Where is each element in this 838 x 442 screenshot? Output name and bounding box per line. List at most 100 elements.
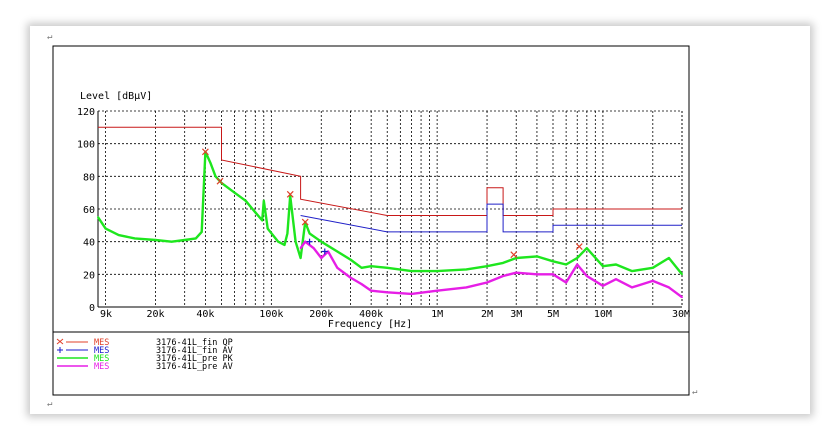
paragraph-mark: ↵ (47, 32, 53, 42)
data-point (651, 266, 654, 269)
data-point (299, 257, 302, 259)
data-point (386, 266, 389, 269)
x-tick-label: 40k (196, 309, 214, 320)
emi-chart: 0 20 40 60 80 100 120 9k 20k 40k 100k 200k 400k 1M 2M 3… (52, 45, 690, 396)
data-point (283, 244, 286, 246)
data-point (465, 286, 468, 289)
data-point (254, 211, 257, 214)
y-tick-label: 0 (89, 303, 95, 314)
document-page: 0 20 40 60 80 100 120 9k 20k 40k 100k 200k 400k 1M 2M 3… (30, 26, 810, 414)
data-point (410, 270, 413, 272)
data-point (681, 273, 683, 276)
y-tick-label: 40 (83, 238, 95, 249)
data-point (668, 286, 670, 289)
x-axis-label: Frequency [Hz] (328, 319, 412, 330)
marker-stroke (216, 177, 224, 185)
marker-stroke (201, 148, 209, 156)
data-point (565, 263, 567, 266)
y-tick-label: 20 (83, 270, 95, 281)
y-tick-label: 100 (77, 140, 95, 151)
marker-stroke (286, 190, 294, 198)
data-point (209, 162, 212, 165)
y-axis-label: Level [dBμV] (80, 91, 152, 102)
data-point (576, 263, 579, 266)
legend-label-prefix: MES (94, 354, 109, 364)
data-point (615, 263, 617, 266)
data-point (97, 216, 99, 219)
data-point (349, 258, 352, 261)
data-point (668, 257, 670, 259)
legend-marker (56, 338, 64, 345)
data-point (565, 281, 567, 284)
data-point (360, 266, 363, 269)
legend-label-prefix: MES (94, 346, 109, 356)
data-point (312, 247, 315, 250)
qp-marker (201, 148, 209, 156)
qp-marker (510, 251, 518, 259)
qp-marker (575, 243, 583, 250)
outer-frame (52, 45, 690, 396)
data-point (552, 273, 554, 276)
data-point (117, 234, 120, 237)
x-tick-label: 1M (431, 309, 443, 320)
data-point (308, 232, 311, 235)
y-tick-label: 80 (83, 172, 95, 183)
data-point (349, 276, 352, 279)
data-point (294, 240, 297, 243)
data-point (602, 265, 604, 268)
legend-label-prefix: MES (94, 362, 109, 372)
data-point (133, 237, 136, 240)
data-point (194, 237, 197, 240)
data-point (681, 296, 683, 299)
data-point (262, 199, 265, 202)
x-tick-label: 2M (481, 309, 493, 320)
data-point (536, 273, 538, 276)
data-point (320, 240, 323, 243)
x-tick-label: 3M (510, 309, 522, 320)
legend-entry: MES 3176-41L_pre AV (57, 362, 233, 372)
data-point (154, 239, 157, 241)
data-point (576, 257, 579, 259)
data-point (104, 227, 107, 230)
y-tick-label: 120 (77, 107, 95, 118)
data-point (304, 240, 307, 243)
data-point (261, 219, 264, 222)
data-point (515, 271, 518, 274)
marker-stroke (575, 243, 583, 250)
legend-entry: MES 3176-41L_fin AV (57, 346, 233, 356)
x-tick-label: 400k (359, 309, 383, 320)
limit-line (300, 203, 682, 233)
data-point (465, 268, 468, 271)
data-point (436, 289, 438, 292)
data-point (602, 284, 604, 287)
qp-marker (301, 218, 309, 226)
x-tick-label: 30M (672, 309, 690, 320)
data-point (183, 239, 186, 241)
legend-label-prefix: MES (94, 338, 109, 348)
data-point (631, 270, 633, 272)
data-point (386, 291, 389, 294)
data-point (486, 281, 488, 284)
marker-stroke (510, 251, 518, 259)
av-marker (306, 238, 313, 245)
data-point (170, 240, 173, 243)
qp-marker (286, 190, 294, 198)
legend-entry: MES 3176-41L_fin QP (56, 338, 233, 348)
legend-label: 3176-41L_pre AV (156, 362, 233, 372)
data-point (436, 270, 438, 272)
data-point (651, 280, 654, 282)
x-tick-label: 100k (259, 309, 283, 320)
paragraph-mark: ↵ (692, 387, 698, 397)
y-tick-label: 60 (83, 205, 95, 216)
data-point (502, 262, 504, 264)
data-point (200, 231, 203, 233)
data-point (410, 293, 413, 295)
data-point (336, 266, 339, 269)
data-point (585, 275, 588, 277)
qp-marker (216, 177, 224, 185)
x-tick-label: 10M (594, 309, 612, 320)
data-point (486, 265, 488, 268)
data-point (615, 278, 617, 281)
data-point (536, 255, 538, 258)
data-point (286, 232, 289, 235)
